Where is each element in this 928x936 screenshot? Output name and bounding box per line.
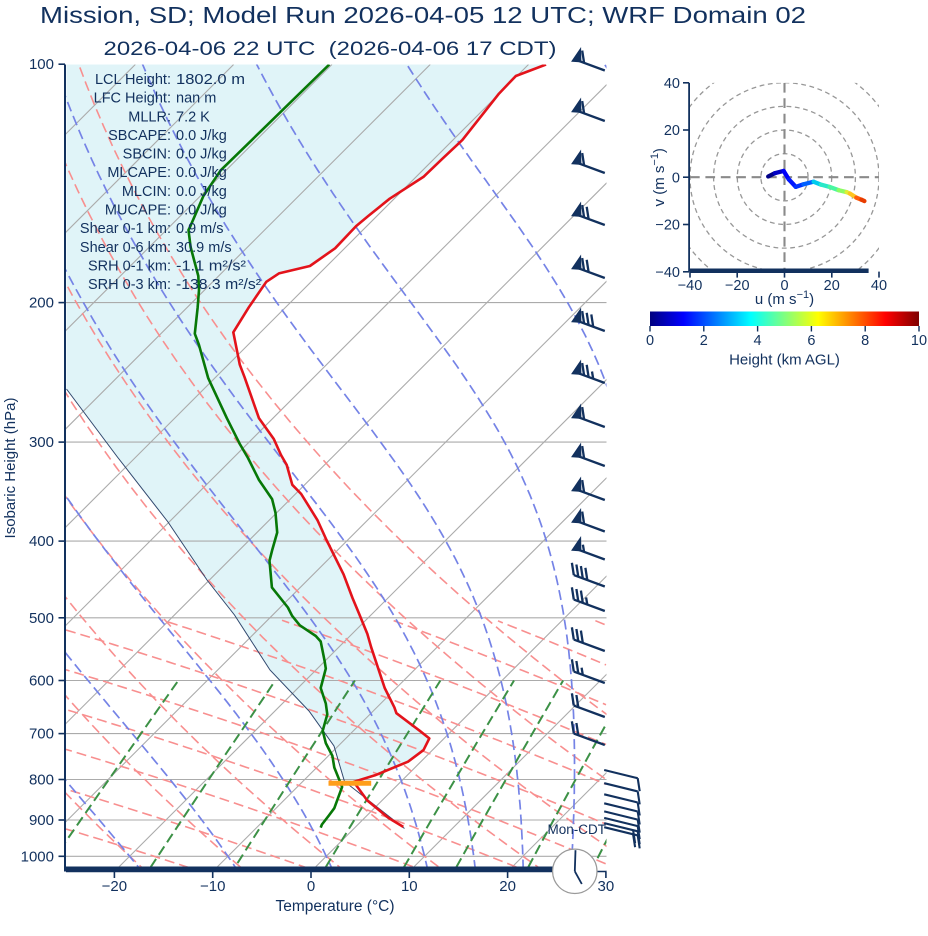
- svg-text:−20: −20: [655, 218, 680, 234]
- svg-text:Isobaric Height (hPa): Isobaric Height (hPa): [2, 398, 19, 539]
- svg-text:LFC Height:: LFC Height:: [94, 91, 171, 107]
- svg-text:SBCIN:: SBCIN:: [123, 147, 171, 163]
- svg-text:1802.0 m: 1802.0 m: [176, 72, 245, 88]
- svg-text:−20: −20: [102, 878, 127, 895]
- svg-text:Shear 0-1 km:: Shear 0-1 km:: [80, 221, 171, 237]
- svg-text:0: 0: [672, 170, 680, 186]
- svg-text:7.2 K: 7.2 K: [176, 109, 210, 125]
- svg-text:0.0 J/kg: 0.0 J/kg: [176, 147, 227, 163]
- svg-text:20: 20: [664, 123, 680, 139]
- svg-text:20: 20: [824, 278, 840, 294]
- svg-text:0: 0: [646, 333, 654, 349]
- svg-text:20: 20: [499, 878, 516, 895]
- svg-text:200: 200: [29, 295, 54, 312]
- svg-text:800: 800: [29, 772, 54, 789]
- svg-text:700: 700: [29, 726, 54, 743]
- svg-text:500: 500: [29, 610, 54, 627]
- svg-text:10: 10: [401, 878, 418, 895]
- svg-text:30: 30: [598, 878, 615, 895]
- svg-text:10: 10: [911, 333, 927, 349]
- svg-text:-138.3 m²/s²: -138.3 m²/s²: [176, 277, 261, 293]
- svg-text:−40: −40: [655, 265, 680, 281]
- svg-text:0.0 J/kg: 0.0 J/kg: [176, 203, 227, 219]
- svg-text:0.0 J/kg: 0.0 J/kg: [176, 184, 227, 200]
- svg-text:0: 0: [307, 878, 315, 895]
- svg-text:−40: −40: [678, 278, 703, 294]
- svg-text:30.9 m/s: 30.9 m/s: [176, 240, 232, 256]
- svg-text:900: 900: [29, 812, 54, 829]
- svg-text:6: 6: [807, 333, 815, 349]
- svg-text:-1.1 m²/s²: -1.1 m²/s²: [176, 259, 246, 275]
- svg-text:MUCAPE:: MUCAPE:: [105, 203, 171, 219]
- svg-text:8: 8: [861, 333, 869, 349]
- svg-text:400: 400: [29, 533, 54, 550]
- svg-text:SBCAPE:: SBCAPE:: [108, 128, 171, 144]
- svg-text:600: 600: [29, 673, 54, 690]
- svg-text:2026-04-06 22 UTC (2026-04-06: 2026-04-06 22 UTC (2026-04-06 17 CDT): [104, 39, 557, 60]
- svg-text:300: 300: [29, 434, 54, 451]
- svg-text:1000: 1000: [21, 848, 54, 865]
- svg-text:0: 0: [780, 278, 788, 294]
- svg-text:4: 4: [754, 333, 762, 349]
- svg-text:SRH 0-1 km:: SRH 0-1 km:: [88, 259, 171, 275]
- svg-text:LCL Height:: LCL Height:: [95, 72, 171, 88]
- svg-text:MLLR:: MLLR:: [128, 109, 171, 125]
- svg-text:MLCIN:: MLCIN:: [122, 184, 171, 200]
- svg-text:0.0 J/kg: 0.0 J/kg: [176, 165, 227, 181]
- svg-text:100: 100: [29, 56, 54, 73]
- svg-text:2: 2: [700, 333, 708, 349]
- svg-text:nan m: nan m: [176, 91, 216, 107]
- svg-text:Height (km AGL): Height (km AGL): [729, 352, 840, 369]
- svg-text:40: 40: [871, 278, 887, 294]
- svg-text:Temperature (°C): Temperature (°C): [275, 898, 394, 915]
- svg-text:−20: −20: [725, 278, 750, 294]
- svg-text:0.0 J/kg: 0.0 J/kg: [176, 128, 227, 144]
- svg-text:MLCAPE:: MLCAPE:: [107, 165, 171, 181]
- svg-text:−10: −10: [200, 878, 225, 895]
- svg-text:SRH 0-3 km:: SRH 0-3 km:: [88, 277, 171, 293]
- svg-text:Shear 0-6 km:: Shear 0-6 km:: [80, 240, 171, 256]
- svg-text:Mon-CDT: Mon-CDT: [547, 822, 606, 837]
- svg-text:40: 40: [664, 76, 680, 92]
- svg-text:0.9 m/s: 0.9 m/s: [176, 221, 224, 237]
- svg-text:Mission, SD; Model Run 2026-04: Mission, SD; Model Run 2026-04-05 12 UTC…: [40, 2, 806, 28]
